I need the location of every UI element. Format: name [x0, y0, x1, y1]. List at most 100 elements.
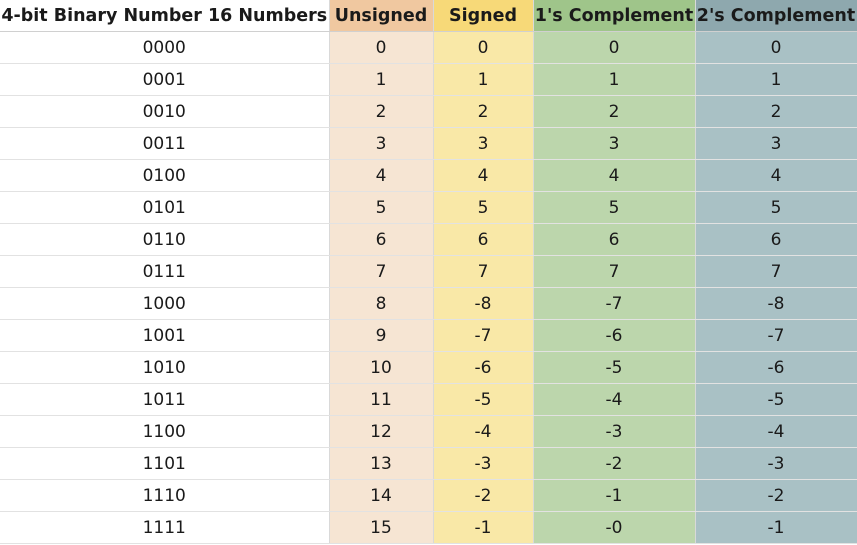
cell-twos-complement[interactable]: 5: [695, 191, 857, 224]
cell-unsigned[interactable]: 10: [329, 351, 434, 384]
cell-unsigned[interactable]: 2: [329, 95, 434, 128]
cell-unsigned[interactable]: 11: [329, 383, 434, 416]
table-row: 1011 11 -5 -4 -5: [0, 383, 857, 416]
table-row: 1000 8 -8 -7 -8: [0, 287, 857, 320]
cell-unsigned[interactable]: 0: [329, 31, 434, 64]
cell-ones-complement[interactable]: -7: [533, 287, 696, 320]
cell-ones-complement[interactable]: 7: [533, 255, 696, 288]
cell-signed[interactable]: -4: [433, 415, 534, 448]
cell-unsigned[interactable]: 9: [329, 319, 434, 352]
cell-binary[interactable]: 0101: [0, 191, 330, 224]
cell-ones-complement[interactable]: -6: [533, 319, 696, 352]
cell-unsigned[interactable]: 15: [329, 511, 434, 544]
cell-binary[interactable]: 0011: [0, 127, 330, 160]
cell-ones-complement[interactable]: -2: [533, 447, 696, 480]
cell-unsigned[interactable]: 7: [329, 255, 434, 288]
cell-signed[interactable]: 1: [433, 63, 534, 96]
cell-ones-complement[interactable]: -5: [533, 351, 696, 384]
table-row: 0011 3 3 3 3: [0, 127, 857, 160]
cell-unsigned[interactable]: 12: [329, 415, 434, 448]
cell-twos-complement[interactable]: -1: [695, 511, 857, 544]
header-binary[interactable]: 4-bit Binary Number 16 Numbers: [0, 0, 330, 32]
cell-unsigned[interactable]: 8: [329, 287, 434, 320]
cell-ones-complement[interactable]: 5: [533, 191, 696, 224]
header-twos-complement[interactable]: 2's Complement: [695, 0, 857, 32]
cell-signed[interactable]: 2: [433, 95, 534, 128]
cell-ones-complement[interactable]: -4: [533, 383, 696, 416]
cell-signed[interactable]: 7: [433, 255, 534, 288]
cell-signed[interactable]: 4: [433, 159, 534, 192]
cell-unsigned[interactable]: 1: [329, 63, 434, 96]
table-row: 1111 15 -1 -0 -1: [0, 511, 857, 544]
table-row: 0111 7 7 7 7: [0, 255, 857, 288]
cell-ones-complement[interactable]: 0: [533, 31, 696, 64]
header-signed[interactable]: Signed: [433, 0, 534, 32]
table-row: 1010 10 -6 -5 -6: [0, 351, 857, 384]
cell-binary[interactable]: 1001: [0, 319, 330, 352]
cell-ones-complement[interactable]: 1: [533, 63, 696, 96]
cell-twos-complement[interactable]: -3: [695, 447, 857, 480]
cell-twos-complement[interactable]: 4: [695, 159, 857, 192]
cell-ones-complement[interactable]: -1: [533, 479, 696, 512]
cell-twos-complement[interactable]: 7: [695, 255, 857, 288]
cell-binary[interactable]: 1110: [0, 479, 330, 512]
table-row: 0010 2 2 2 2: [0, 95, 857, 128]
cell-twos-complement[interactable]: 2: [695, 95, 857, 128]
header-row: 4-bit Binary Number 16 Numbers Unsigned …: [0, 0, 857, 32]
cell-twos-complement[interactable]: -2: [695, 479, 857, 512]
cell-signed[interactable]: -5: [433, 383, 534, 416]
cell-twos-complement[interactable]: -4: [695, 415, 857, 448]
table-row: 1100 12 -4 -3 -4: [0, 415, 857, 448]
cell-signed[interactable]: -8: [433, 287, 534, 320]
cell-binary[interactable]: 0110: [0, 223, 330, 256]
cell-twos-complement[interactable]: 6: [695, 223, 857, 256]
table-row: 1110 14 -2 -1 -2: [0, 479, 857, 512]
cell-twos-complement[interactable]: 1: [695, 63, 857, 96]
cell-ones-complement[interactable]: 6: [533, 223, 696, 256]
cell-signed[interactable]: -2: [433, 479, 534, 512]
cell-ones-complement[interactable]: 2: [533, 95, 696, 128]
table-row: 0110 6 6 6 6: [0, 223, 857, 256]
cell-unsigned[interactable]: 6: [329, 223, 434, 256]
cell-binary[interactable]: 0100: [0, 159, 330, 192]
cell-twos-complement[interactable]: -5: [695, 383, 857, 416]
cell-unsigned[interactable]: 5: [329, 191, 434, 224]
cell-signed[interactable]: 6: [433, 223, 534, 256]
cell-unsigned[interactable]: 3: [329, 127, 434, 160]
cell-signed[interactable]: 0: [433, 31, 534, 64]
cell-ones-complement[interactable]: 3: [533, 127, 696, 160]
cell-binary[interactable]: 1101: [0, 447, 330, 480]
cell-binary[interactable]: 0001: [0, 63, 330, 96]
cell-signed[interactable]: -6: [433, 351, 534, 384]
cell-signed[interactable]: 5: [433, 191, 534, 224]
cell-ones-complement[interactable]: -3: [533, 415, 696, 448]
cell-ones-complement[interactable]: 4: [533, 159, 696, 192]
cell-binary[interactable]: 0010: [0, 95, 330, 128]
cell-binary[interactable]: 1100: [0, 415, 330, 448]
table-body: 0000 0 0 0 0 0001 1 1 1 1 0010 2 2 2 2 0011 3 3 3 3 0100 4 4 4 4…: [0, 31, 857, 544]
cell-binary[interactable]: 0000: [0, 31, 330, 64]
cell-binary[interactable]: 1000: [0, 287, 330, 320]
cell-signed[interactable]: -1: [433, 511, 534, 544]
cell-twos-complement[interactable]: -6: [695, 351, 857, 384]
cell-signed[interactable]: -3: [433, 447, 534, 480]
cell-binary[interactable]: 1011: [0, 383, 330, 416]
cell-unsigned[interactable]: 14: [329, 479, 434, 512]
cell-twos-complement[interactable]: -8: [695, 287, 857, 320]
cell-unsigned[interactable]: 4: [329, 159, 434, 192]
cell-unsigned[interactable]: 13: [329, 447, 434, 480]
cell-binary[interactable]: 0111: [0, 255, 330, 288]
cell-binary[interactable]: 1010: [0, 351, 330, 384]
table-row: 0101 5 5 5 5: [0, 191, 857, 224]
cell-twos-complement[interactable]: -7: [695, 319, 857, 352]
cell-ones-complement[interactable]: -0: [533, 511, 696, 544]
cell-twos-complement[interactable]: 0: [695, 31, 857, 64]
table-row: 0000 0 0 0 0: [0, 31, 857, 64]
cell-twos-complement[interactable]: 3: [695, 127, 857, 160]
header-unsigned[interactable]: Unsigned: [329, 0, 434, 32]
cell-signed[interactable]: 3: [433, 127, 534, 160]
cell-binary[interactable]: 1111: [0, 511, 330, 544]
header-ones-complement[interactable]: 1's Complement: [533, 0, 696, 32]
cell-signed[interactable]: -7: [433, 319, 534, 352]
